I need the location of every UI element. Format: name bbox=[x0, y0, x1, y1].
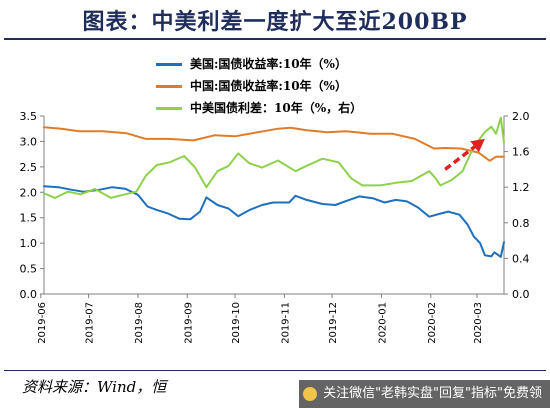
trend-arrow-head bbox=[470, 138, 485, 153]
axes: 0.0 0.5 1.0 1.5 2.0 2.5 3.0 3.5 0.0 0.4 0.8 1.2 1.6 2… bbox=[20, 110, 530, 344]
legend-swatch-us-yield bbox=[156, 63, 182, 66]
x-tick-label: 2020-02 bbox=[427, 302, 438, 344]
legend-label-cn-yield: 中国:国债收益率:10年（%） bbox=[190, 79, 347, 93]
left-tick-label: 3.0 bbox=[20, 135, 38, 148]
x-tick-label: 2019-06 bbox=[37, 302, 48, 344]
source-note: 资料来源：Wind，恒 bbox=[22, 378, 167, 396]
x-tick-label: 2019-12 bbox=[328, 302, 339, 344]
right-tick-label: 2.0 bbox=[512, 110, 530, 123]
x-tick-label: 2019-11 bbox=[280, 302, 291, 344]
cn-yield-line bbox=[43, 126, 505, 162]
left-tick-label: 0.5 bbox=[20, 263, 38, 276]
x-tick-label: 2019-08 bbox=[134, 302, 145, 344]
left-tick-label: 3.5 bbox=[20, 110, 38, 123]
annotations bbox=[444, 138, 485, 171]
wechat-icon bbox=[303, 387, 318, 401]
x-tick-label: 2019-10 bbox=[231, 302, 242, 344]
right-tick-label: 1.2 bbox=[512, 181, 530, 194]
x-tick-label: 2019-09 bbox=[183, 302, 194, 344]
right-tick-label: 0.0 bbox=[512, 288, 530, 301]
legend-swatch-cn-yield bbox=[156, 85, 182, 88]
left-tick-label: 2.0 bbox=[20, 186, 38, 199]
watermark-text: 关注微信"老韩实盘"回复"指标"免费领 bbox=[323, 386, 542, 401]
watermark-banner: 关注微信"老韩实盘"回复"指标"免费领 bbox=[299, 380, 550, 408]
left-tick-label: 1.0 bbox=[20, 237, 38, 250]
legend-label-us-yield: 美国:国债收益率:10年（%） bbox=[190, 57, 347, 71]
x-tick-label: 2020-01 bbox=[377, 302, 388, 344]
series-lines bbox=[43, 116, 505, 258]
page-title: 图表：中美利差一度扩大至近200BP bbox=[82, 9, 468, 35]
legend-label-spread: 中美国债利差：10年（%，右） bbox=[190, 101, 363, 115]
right-tick-label: 1.6 bbox=[512, 146, 530, 159]
legend-swatch-spread bbox=[156, 107, 182, 110]
left-tick-label: 1.5 bbox=[20, 212, 38, 225]
x-tick-label: 2020-03 bbox=[473, 302, 484, 344]
trend-arrow-shaft bbox=[444, 145, 476, 171]
x-tick-label: 2019-07 bbox=[85, 302, 96, 344]
title-divider bbox=[4, 38, 546, 40]
right-tick-label: 0.8 bbox=[512, 217, 530, 230]
left-tick-label: 2.5 bbox=[20, 161, 38, 174]
source-divider bbox=[4, 370, 546, 371]
right-tick-label: 0.4 bbox=[512, 252, 530, 265]
spread-line bbox=[43, 116, 505, 199]
us-yield-line bbox=[43, 185, 505, 258]
left-tick-label: 0.0 bbox=[20, 288, 38, 301]
